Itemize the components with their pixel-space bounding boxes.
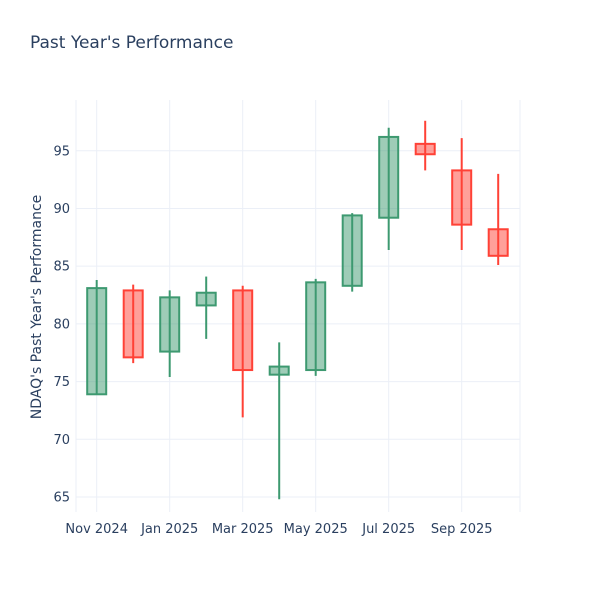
candle-oct-2025[interactable] — [487, 173, 509, 266]
y-tick-label: 95 — [53, 144, 70, 159]
candle-nov-2024[interactable] — [86, 280, 108, 396]
candle-jan-2025[interactable] — [159, 290, 181, 377]
x-tick-label: Jul 2025 — [361, 522, 415, 537]
candle-body — [268, 365, 290, 376]
candle-body — [195, 291, 217, 307]
y-tick-label: 75 — [53, 375, 70, 390]
candle-body — [378, 135, 400, 219]
candle-body — [122, 289, 144, 359]
x-tick-label: Nov 2024 — [65, 522, 128, 537]
candle-body — [305, 281, 327, 372]
y-tick-label: 90 — [53, 202, 70, 217]
y-tick-label: 65 — [53, 490, 70, 505]
x-tick-label: Mar 2025 — [212, 522, 274, 537]
candle-body — [414, 142, 436, 156]
candle-jun-2025[interactable] — [341, 213, 363, 292]
chart-title: Past Year's Performance — [30, 33, 234, 53]
candle-body — [451, 169, 473, 226]
candle-may-2025[interactable] — [305, 278, 327, 376]
candle-mar-2025[interactable] — [232, 285, 254, 418]
candle-apr-2025[interactable] — [268, 342, 290, 500]
candle-body — [159, 296, 181, 353]
y-tick-label: 80 — [53, 317, 70, 332]
candle-jul-2025[interactable] — [378, 127, 400, 251]
candle-dec-2024[interactable] — [122, 284, 144, 364]
x-tick-label: May 2025 — [284, 522, 348, 537]
y-tick-label: 85 — [53, 260, 70, 275]
candle-body — [341, 214, 363, 287]
x-tick-label: Sep 2025 — [431, 522, 493, 537]
candle-body — [232, 289, 254, 372]
candle-feb-2025[interactable] — [195, 276, 217, 339]
candle-body — [86, 287, 108, 396]
candle-sep-2025[interactable] — [451, 138, 473, 251]
candles — [86, 120, 509, 500]
y-tick-label: 70 — [53, 433, 70, 448]
x-tick-label: Jan 2025 — [140, 522, 198, 537]
candle-body — [487, 228, 509, 257]
candle-aug-2025[interactable] — [414, 120, 436, 171]
